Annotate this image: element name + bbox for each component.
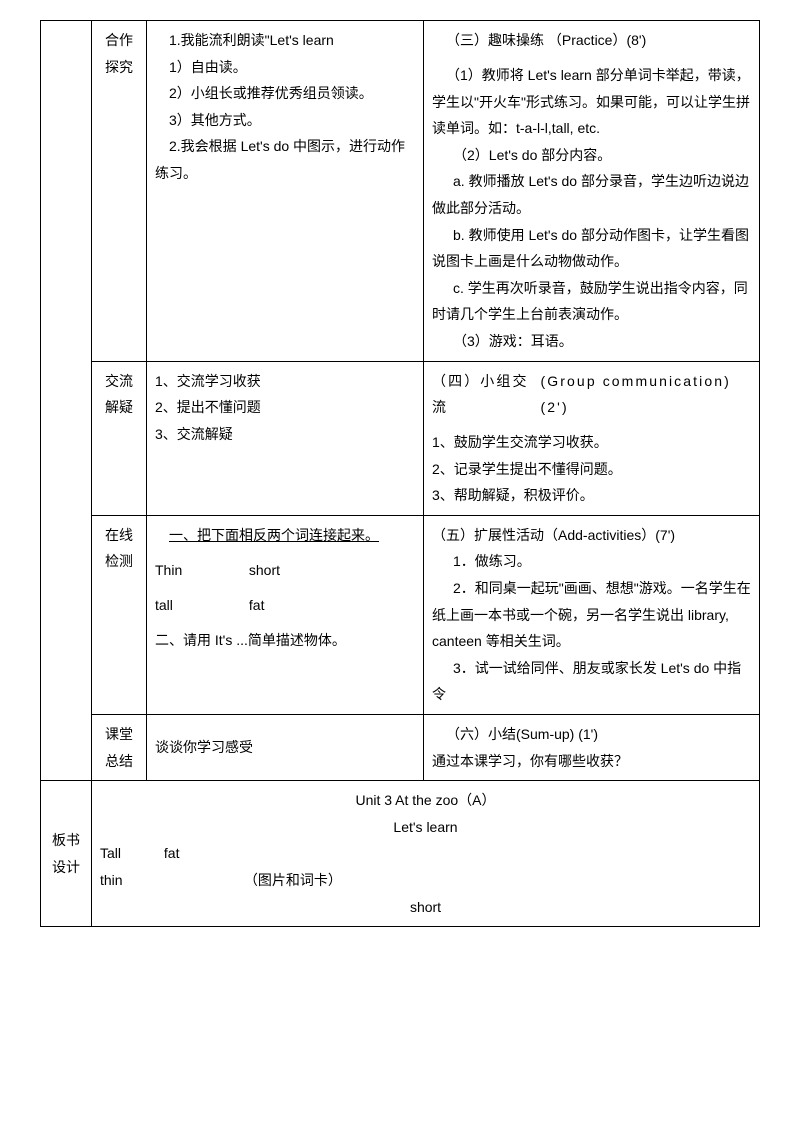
pair1a: Thin [155, 557, 245, 584]
sum-s: 谈谈你学习感受 [155, 734, 415, 761]
test-t-4: 3．试一试给同伴、朋友或家长发 Let's do 中指令 [432, 655, 751, 708]
student-summary: 谈谈你学习感受 [147, 715, 424, 781]
teacher-test: （五）扩展性活动（Add-activities）(7') 1．做练习。 2．和同… [424, 515, 760, 714]
pair2a: tall [155, 592, 245, 619]
ex-t-1a: （四）小组交流 [432, 368, 541, 421]
board-line3: short [100, 894, 751, 921]
coop-s-l1: 1.我能流利朗读"Let's learn [155, 27, 415, 54]
stage-label-text: 交流解疑 [100, 368, 138, 421]
ex-s-l2: 2、提出不懂问题 [155, 394, 415, 421]
stage-label-text: 合作探究 [100, 27, 138, 80]
pair2b: fat [249, 597, 265, 613]
test-t-3: 2．和同桌一起玩"画画、想想"游戏。一名学生在纸上画一本书或一个碗，另一名学生说… [432, 575, 751, 655]
board-label: 板书设计 [41, 781, 92, 927]
teacher-summary: （六）小结(Sum-up) (1') 通过本课学习，你有哪些收获？ [424, 715, 760, 781]
coop-t-3: （2）Let's do 部分内容。 [432, 142, 751, 169]
board-title1: Unit 3 At the zoo（A） [100, 787, 751, 814]
coop-t-4: a. 教师播放 Let's do 部分录音，学生边听边说边做此部分活动。 [432, 168, 751, 221]
row-exchange: 交流解疑 1、交流学习收获 2、提出不懂问题 3、交流解疑 （四）小组交流 (G… [41, 361, 760, 515]
coop-t-6: c. 学生再次听录音，鼓励学生说出指令内容，同时请几个学生上台前表演动作。 [432, 275, 751, 328]
row-cooperate: 合作探究 1.我能流利朗读"Let's learn 1）自由读。 2）小组长或推… [41, 21, 760, 362]
coop-s-l5: 2.我会根据 Let's do 中图示，进行动作练习。 [155, 133, 415, 186]
board-line2: thin （图片和词卡） [100, 867, 751, 894]
spacer [155, 583, 415, 591]
coop-t-1: （三）趣味操练 （Practice）(8') [432, 27, 751, 54]
spacer [432, 421, 751, 429]
stage-summary: 课堂总结 [92, 715, 147, 781]
test-s-pair2: tall fat [155, 592, 415, 619]
board-l2b: （图片和词卡） [244, 872, 342, 888]
lesson-plan-table: 合作探究 1.我能流利朗读"Let's learn 1）自由读。 2）小组长或推… [40, 20, 760, 927]
ex-s-l1: 1、交流学习收获 [155, 368, 415, 395]
student-cooperate: 1.我能流利朗读"Let's learn 1）自由读。 2）小组长或推荐优秀组员… [147, 21, 424, 362]
test-s-l1: 一、把下面相反两个词连接起来。 [155, 522, 415, 549]
stage-test: 在线检测 [92, 515, 147, 714]
test-t-2: 1．做练习。 [432, 548, 751, 575]
student-exchange: 1、交流学习收获 2、提出不懂问题 3、交流解疑 [147, 361, 424, 515]
ex-t-4: 3、帮助解疑，积极评价。 [432, 482, 751, 509]
board-l1a: Tall [100, 840, 160, 867]
teacher-cooperate: （三）趣味操练 （Practice）(8') （1）教师将 Let's lear… [424, 21, 760, 362]
stage-label-text: 在线检测 [100, 522, 138, 575]
coop-s-l2: 1）自由读。 [155, 54, 415, 81]
row-board: 板书设计 Unit 3 At the zoo（A） Let's learn Ta… [41, 781, 760, 927]
ex-s-l3: 3、交流解疑 [155, 421, 415, 448]
test-s-l2: 二、请用 It's ...简单描述物体。 [155, 627, 415, 654]
process-side-label [41, 21, 92, 781]
stage-label-text: 课堂总结 [100, 721, 138, 774]
coop-t-2: （1）教师将 Let's learn 部分单词卡举起，带读，学生以"开火车"形式… [432, 62, 751, 142]
board-label-text: 板书设计 [49, 827, 83, 880]
coop-t-5: b. 教师使用 Let's do 部分动作图卡，让学生看图说图卡上画是什么动物做… [432, 222, 751, 275]
sum-t-1: （六）小结(Sum-up) (1') [432, 721, 751, 748]
test-s-pair1: Thin short [155, 557, 415, 584]
coop-t-7: （3）游戏：耳语。 [432, 328, 751, 355]
ex-t-2: 1、鼓励学生交流学习收获。 [432, 429, 751, 456]
coop-s-l4: 3）其他方式。 [155, 107, 415, 134]
sum-t-2: 通过本课学习，你有哪些收获？ [432, 748, 751, 775]
test-t-1: （五）扩展性活动（Add-activities）(7') [432, 522, 751, 549]
board-title2: Let's learn [100, 814, 751, 841]
ex-t-1: （四）小组交流 (Group communication)(2') [432, 368, 751, 421]
board-l1b: fat [164, 845, 180, 861]
lesson-plan-page: 合作探究 1.我能流利朗读"Let's learn 1）自由读。 2）小组长或推… [0, 0, 800, 967]
ex-t-1b: (Group communication)(2') [541, 368, 751, 421]
stage-exchange: 交流解疑 [92, 361, 147, 515]
teacher-exchange: （四）小组交流 (Group communication)(2') 1、鼓励学生… [424, 361, 760, 515]
row-test: 在线检测 一、把下面相反两个词连接起来。 Thin short tall fat… [41, 515, 760, 714]
board-line1: Tall fat [100, 840, 751, 867]
spacer [155, 548, 415, 556]
row-summary: 课堂总结 谈谈你学习感受 （六）小结(Sum-up) (1') 通过本课学习，你… [41, 715, 760, 781]
student-test: 一、把下面相反两个词连接起来。 Thin short tall fat 二、请用… [147, 515, 424, 714]
stage-cooperate: 合作探究 [92, 21, 147, 362]
board-content: Unit 3 At the zoo（A） Let's learn Tall fa… [92, 781, 760, 927]
ex-t-3: 2、记录学生提出不懂得问题。 [432, 456, 751, 483]
board-l2a: thin [100, 867, 240, 894]
pair1b: short [249, 562, 280, 578]
coop-s-l3: 2）小组长或推荐优秀组员领读。 [155, 80, 415, 107]
spacer [155, 618, 415, 626]
spacer [432, 54, 751, 62]
